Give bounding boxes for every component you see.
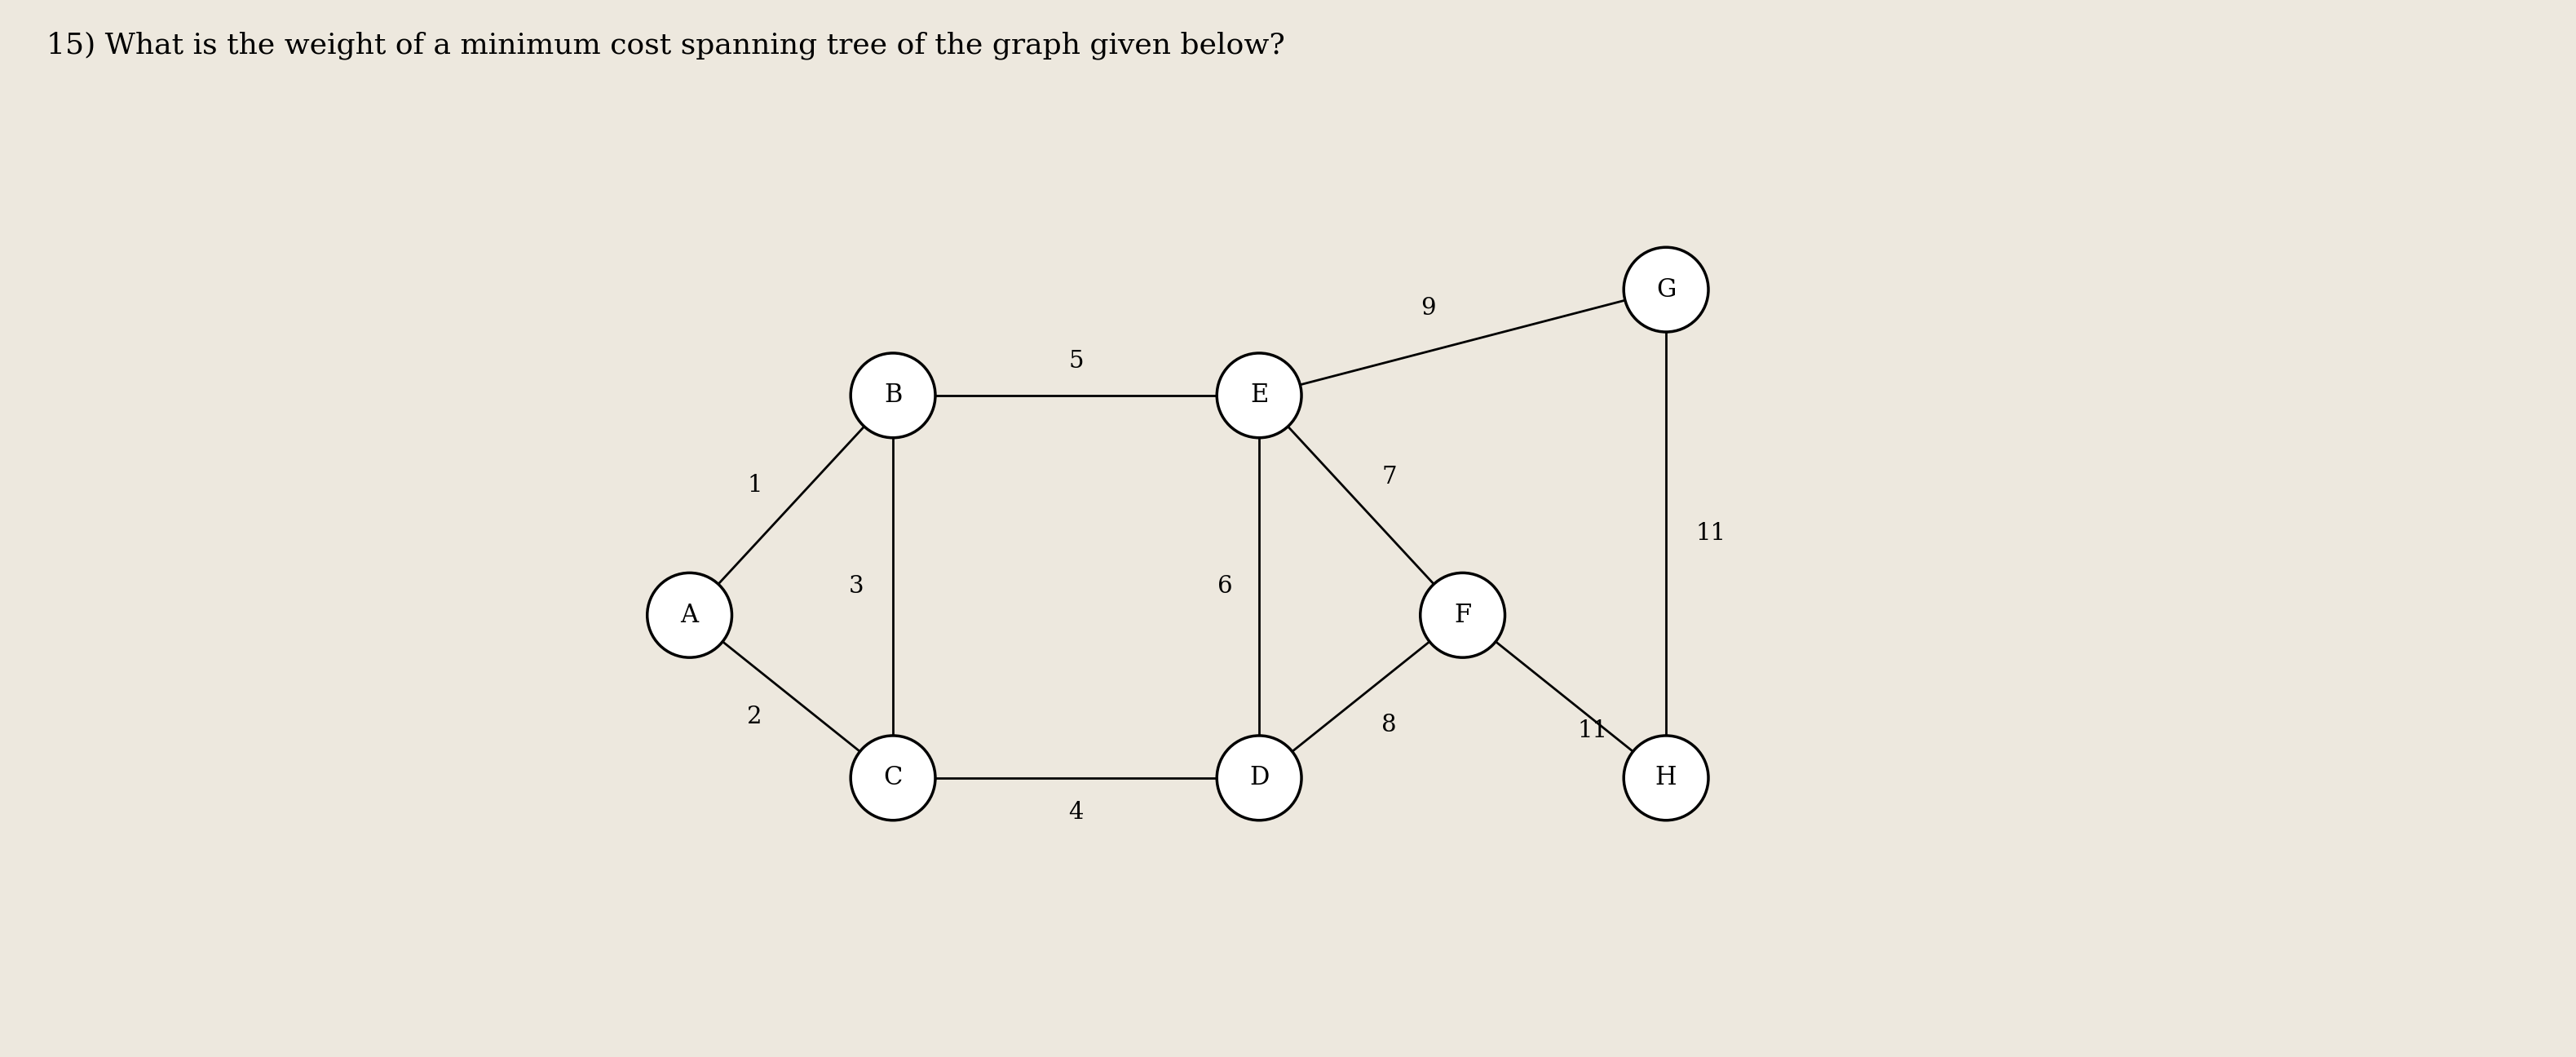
Text: 4: 4 bbox=[1069, 801, 1084, 823]
Circle shape bbox=[1623, 736, 1708, 820]
Text: 11: 11 bbox=[1695, 522, 1726, 545]
Text: 9: 9 bbox=[1422, 297, 1435, 320]
Text: 5: 5 bbox=[1069, 350, 1084, 373]
Text: H: H bbox=[1656, 765, 1677, 791]
Text: B: B bbox=[884, 383, 902, 408]
Text: 1: 1 bbox=[747, 474, 762, 497]
Text: F: F bbox=[1453, 602, 1471, 628]
Text: 8: 8 bbox=[1381, 713, 1396, 737]
Text: E: E bbox=[1249, 383, 1267, 408]
Circle shape bbox=[647, 573, 732, 657]
Circle shape bbox=[850, 736, 935, 820]
Text: D: D bbox=[1249, 765, 1270, 791]
Text: 11: 11 bbox=[1577, 720, 1607, 742]
Text: G: G bbox=[1656, 277, 1677, 302]
Circle shape bbox=[850, 353, 935, 438]
Text: 6: 6 bbox=[1218, 575, 1231, 598]
Text: C: C bbox=[884, 765, 902, 791]
Circle shape bbox=[1216, 736, 1301, 820]
Text: A: A bbox=[680, 602, 698, 628]
Circle shape bbox=[1419, 573, 1504, 657]
Text: 15) What is the weight of a minimum cost spanning tree of the graph given below?: 15) What is the weight of a minimum cost… bbox=[46, 32, 1285, 60]
Text: 7: 7 bbox=[1381, 465, 1396, 488]
Text: 2: 2 bbox=[747, 705, 762, 728]
Text: 3: 3 bbox=[848, 575, 863, 598]
Circle shape bbox=[1623, 247, 1708, 332]
Circle shape bbox=[1216, 353, 1301, 438]
